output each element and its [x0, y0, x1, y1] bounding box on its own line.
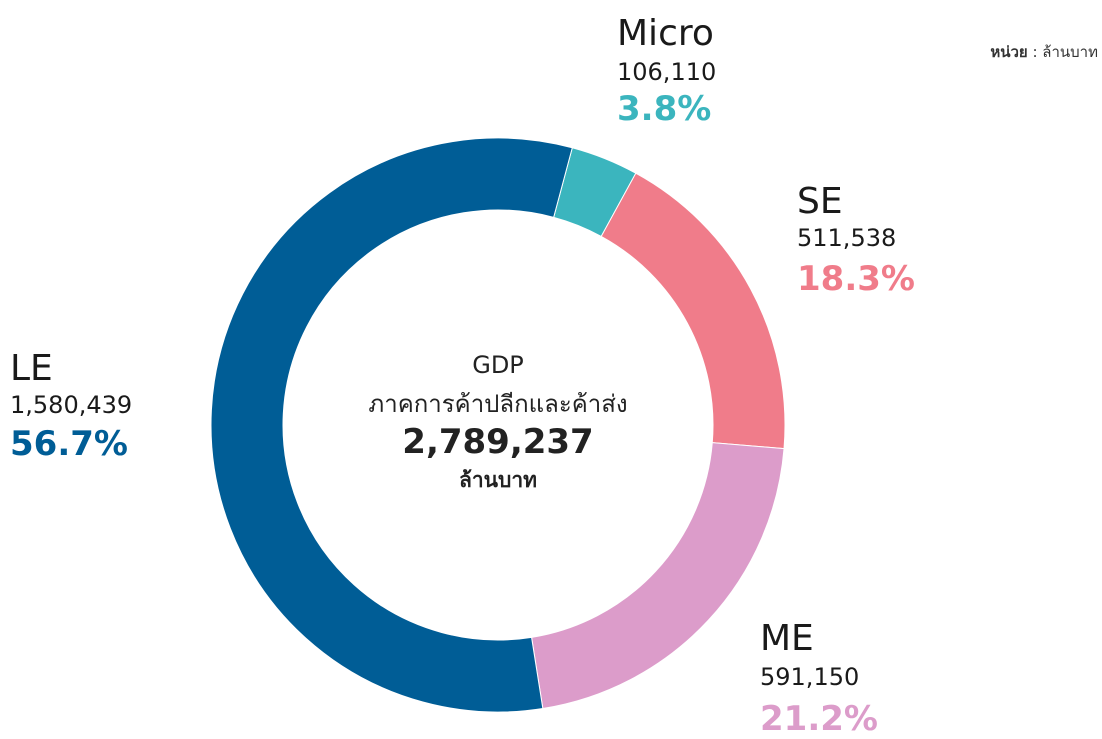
slice	[210, 137, 573, 713]
amount-label: 511,538	[797, 224, 896, 252]
percent-label: 21.2%	[760, 699, 878, 739]
slice	[531, 442, 785, 710]
center-unit: ล้านบาท	[459, 468, 537, 492]
center-title: GDP	[472, 351, 524, 379]
center-subtitle: ภาคการค้าปลีกและค้าส่ง	[368, 390, 627, 418]
amount-label: 591,150	[760, 663, 859, 691]
percent-label: 18.3%	[797, 259, 915, 299]
unit-note-text: : ล้านบาท	[1032, 43, 1098, 61]
legend-name: Micro	[617, 13, 714, 54]
percent-label: 56.7%	[10, 424, 128, 464]
legend-name: SE	[797, 181, 843, 222]
unit-note: หน่วย : ล้านบาท	[990, 43, 1098, 61]
amount-label: 1,580,439	[10, 391, 132, 419]
donut	[210, 137, 786, 713]
center-total: 2,789,237	[402, 422, 593, 462]
slice	[600, 172, 786, 450]
legend-name: ME	[760, 618, 814, 659]
unit-note-label: หน่วย	[990, 43, 1027, 61]
percent-label: 3.8%	[617, 89, 711, 129]
legend-name: LE	[10, 348, 53, 389]
amount-label: 106,110	[617, 58, 716, 86]
